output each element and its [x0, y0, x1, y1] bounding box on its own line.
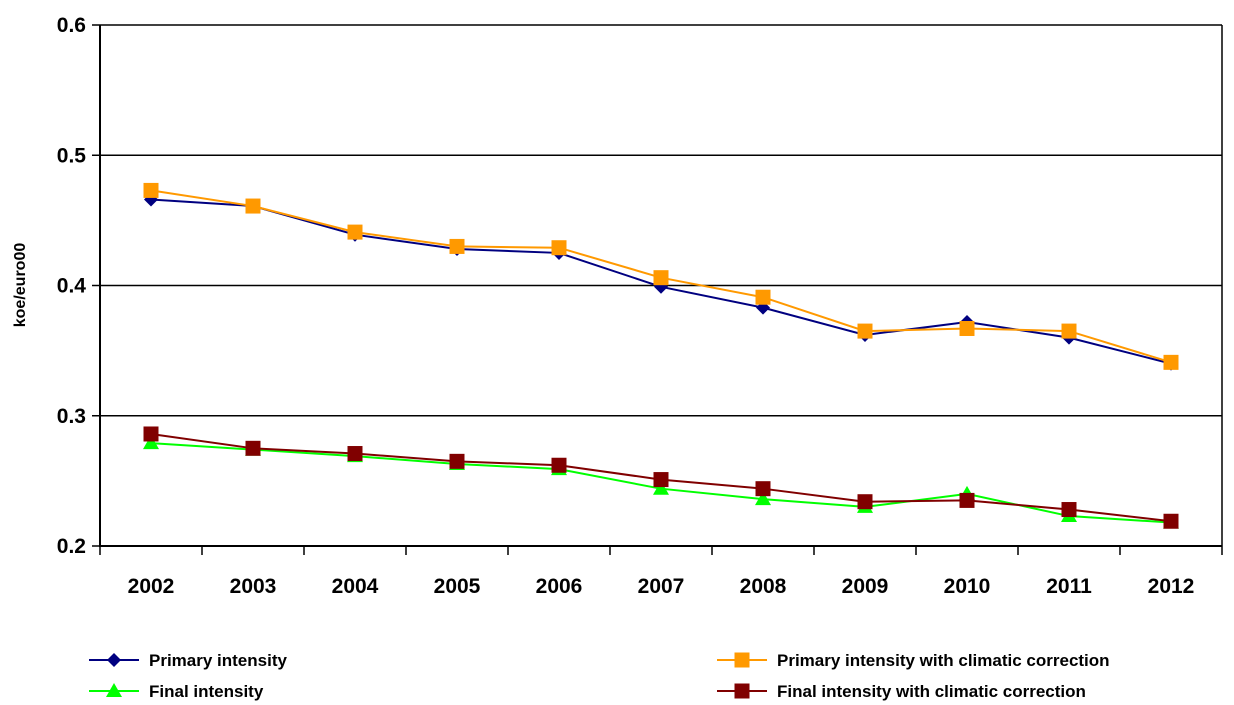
data-point: [959, 320, 975, 336]
data-point: [449, 238, 465, 254]
gridlines: [100, 24, 1222, 417]
data-point: [143, 182, 159, 198]
data-point: [653, 270, 669, 286]
legend-label: Final intensity: [149, 682, 264, 701]
x-axis-ticks: 2002 2003 2004 2005 2006 2007 2008 2009 2010 2011…: [99, 546, 1223, 598]
data-point: [857, 323, 873, 339]
x-tick-label: 2010: [944, 575, 991, 598]
data-point: [755, 289, 771, 305]
data-point: [755, 481, 771, 497]
legend-marker: [106, 683, 122, 697]
data-point: [959, 492, 975, 508]
legend-marker: [107, 653, 121, 667]
data-point: [551, 457, 567, 473]
y-axis-label: koe/euro00: [12, 243, 29, 328]
y-tick-label: 0.5: [57, 144, 87, 167]
data-point: [653, 472, 669, 488]
x-tick-label: 2003: [230, 575, 277, 598]
x-tick-label: 2011: [1046, 575, 1092, 598]
data-point: [1163, 513, 1179, 529]
legend-item: Primary intensity: [89, 651, 287, 670]
legend-marker: [734, 683, 750, 699]
legend-item: Final intensity with climatic correction: [717, 682, 1086, 701]
series-2: [143, 182, 1179, 370]
data-point: [857, 494, 873, 510]
legend-label: Final intensity with climatic correction: [777, 682, 1086, 701]
legend-label: Primary intensity with climatic correcti…: [777, 651, 1110, 670]
data-point: [245, 198, 261, 214]
data-point: [1061, 502, 1077, 518]
data-point: [347, 446, 363, 462]
y-tick-label: 0.4: [57, 275, 87, 298]
x-tick-label: 2007: [638, 575, 685, 598]
data-point: [143, 426, 159, 442]
y-axis-ticks: 0.2 0.3 0.4 0.5 0.6: [57, 14, 100, 558]
legend-item: Final intensity: [89, 682, 264, 701]
x-tick-label: 2008: [740, 575, 787, 598]
data-point: [653, 480, 669, 495]
y-tick-label: 0.6: [57, 14, 86, 37]
legend-marker: [734, 652, 750, 668]
data-point: [1061, 323, 1077, 339]
data-point: [347, 224, 363, 240]
y-tick-label: 0.3: [57, 405, 86, 428]
series-layer: [143, 182, 1179, 529]
legend-label: Primary intensity: [149, 651, 287, 670]
data-point: [551, 240, 567, 256]
y-tick-label: 0.2: [57, 535, 86, 558]
data-point: [449, 453, 465, 469]
series-4: [143, 426, 1179, 529]
data-point: [1163, 354, 1179, 370]
legend-item: Primary intensity with climatic correcti…: [717, 651, 1110, 670]
data-point: [755, 491, 771, 506]
x-tick-label: 2004: [332, 575, 379, 598]
x-tick-label: 2006: [536, 575, 583, 598]
x-tick-label: 2012: [1148, 575, 1195, 598]
legend: Primary intensity Primary intensity with …: [89, 651, 1110, 701]
x-tick-label: 2002: [128, 575, 175, 598]
x-tick-label: 2009: [842, 575, 889, 598]
data-point: [143, 435, 159, 450]
data-point: [245, 440, 261, 456]
x-tick-label: 2005: [434, 575, 481, 598]
